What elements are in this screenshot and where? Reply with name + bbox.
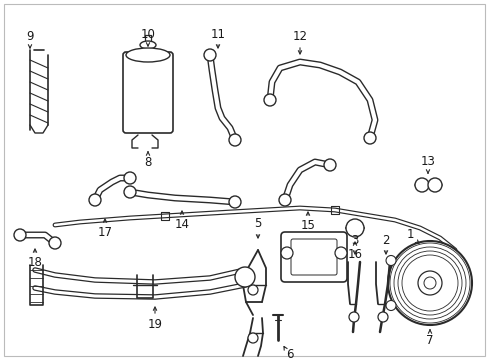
Circle shape (264, 94, 275, 106)
Circle shape (363, 132, 375, 144)
Text: 10: 10 (140, 28, 155, 41)
Circle shape (228, 134, 241, 146)
Circle shape (235, 267, 254, 287)
Text: 13: 13 (420, 156, 434, 168)
Ellipse shape (140, 41, 156, 49)
Text: 17: 17 (97, 226, 112, 239)
Circle shape (324, 159, 335, 171)
Circle shape (346, 219, 363, 237)
Circle shape (427, 178, 441, 192)
Circle shape (14, 229, 26, 241)
Circle shape (281, 247, 292, 259)
Circle shape (124, 186, 136, 198)
Text: 7: 7 (426, 334, 433, 347)
Text: 2: 2 (382, 234, 389, 247)
Circle shape (417, 271, 441, 295)
Text: 16: 16 (347, 248, 362, 261)
Circle shape (247, 333, 258, 343)
Circle shape (348, 312, 358, 322)
Text: 18: 18 (27, 256, 42, 270)
Circle shape (377, 312, 387, 322)
Circle shape (124, 172, 136, 184)
Circle shape (423, 277, 435, 289)
Circle shape (414, 178, 428, 192)
Circle shape (203, 49, 216, 61)
Circle shape (228, 196, 241, 208)
Circle shape (49, 237, 61, 249)
FancyBboxPatch shape (290, 239, 336, 275)
Text: 11: 11 (210, 28, 225, 41)
Text: 19: 19 (147, 318, 162, 330)
Text: 9: 9 (26, 31, 34, 44)
Text: 15: 15 (300, 220, 315, 233)
Circle shape (385, 256, 395, 265)
Circle shape (334, 247, 346, 259)
Text: 5: 5 (254, 217, 261, 230)
Circle shape (385, 301, 395, 310)
Ellipse shape (126, 48, 170, 62)
Circle shape (89, 194, 101, 206)
Circle shape (279, 194, 290, 206)
Circle shape (247, 285, 258, 295)
FancyBboxPatch shape (123, 52, 173, 133)
Text: 6: 6 (285, 348, 293, 360)
Text: 3: 3 (350, 234, 358, 247)
Circle shape (387, 241, 471, 325)
Text: 12: 12 (292, 31, 307, 44)
Text: 1: 1 (406, 228, 413, 240)
Text: 8: 8 (144, 157, 151, 170)
FancyBboxPatch shape (281, 232, 346, 282)
Text: 14: 14 (174, 219, 189, 231)
